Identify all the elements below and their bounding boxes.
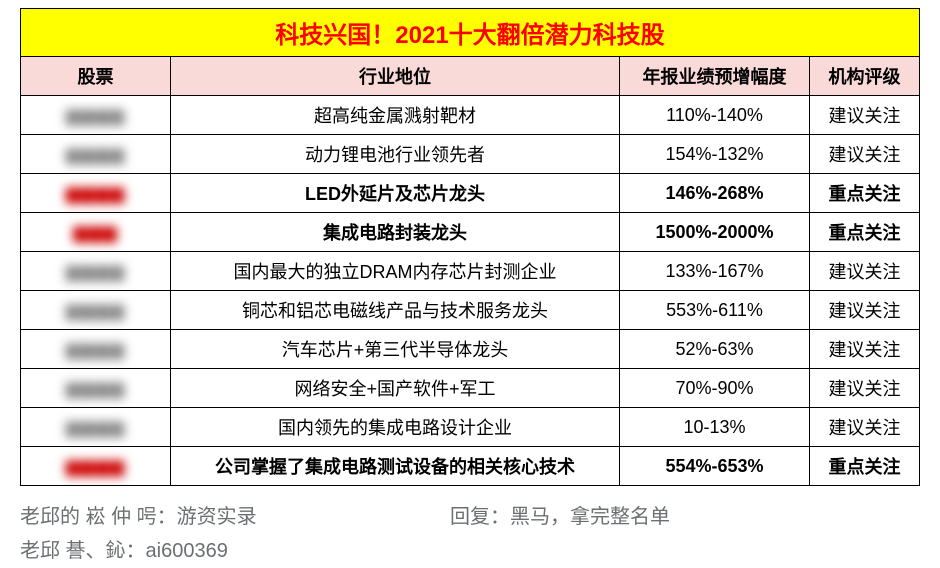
table-row: ▆▆▆▆ 国内领先的集成电路设计企业10-13%建议关注 <box>21 408 920 447</box>
table-row: ▆▆▆▆ 铜芯和铝芯电磁线产品与技术服务龙头553%-611%建议关注 <box>21 291 920 330</box>
stock-cell: ▆▆▆▆ <box>21 330 171 369</box>
stock-cell: ▆▆▆▆ <box>21 135 171 174</box>
growth-cell: 553%-611% <box>619 291 809 330</box>
footer-line1-right: 回复：黑马，拿完整名单 <box>450 500 670 534</box>
stock-cell: ▆▆▆▆ <box>21 369 171 408</box>
stock-name-blurred: ▆▆▆▆ <box>66 339 125 360</box>
stock-cell: ▆▆▆▆ <box>21 291 171 330</box>
industry-cell: 集成电路封装龙头 <box>171 213 620 252</box>
rating-cell: 建议关注 <box>809 291 919 330</box>
growth-cell: 1500%-2000% <box>619 213 809 252</box>
header-row: 股票 行业地位 年报业绩预增幅度 机构评级 <box>21 57 920 96</box>
growth-cell: 10-13% <box>619 408 809 447</box>
stock-table: 科技兴国！2021十大翻倍潜力科技股 股票 行业地位 年报业绩预增幅度 机构评级… <box>20 8 920 486</box>
footer-line2: 老邱 諅、鈊：ai600369 <box>20 534 920 568</box>
industry-cell: 汽车芯片+第三代半导体龙头 <box>171 330 620 369</box>
footer-line1-left: 老邱的 崧 仲 呺：游资实录 <box>20 500 450 534</box>
table-title: 科技兴国！2021十大翻倍潜力科技股 <box>21 9 920 57</box>
industry-cell: 网络安全+国产软件+军工 <box>171 369 620 408</box>
header-rating: 机构评级 <box>809 57 919 96</box>
header-growth: 年报业绩预增幅度 <box>619 57 809 96</box>
rating-cell: 建议关注 <box>809 135 919 174</box>
stock-name-blurred: ▆▆▆▆ <box>66 456 125 477</box>
table-row: ▆▆▆▆ 公司掌握了集成电路测试设备的相关核心技术554%-653%重点关注 <box>21 447 920 486</box>
stock-name-blurred: ▆▆▆▆ <box>66 105 125 126</box>
rating-cell: 建议关注 <box>809 369 919 408</box>
table-row: ▆▆▆▆ 汽车芯片+第三代半导体龙头52%-63%建议关注 <box>21 330 920 369</box>
title-row: 科技兴国！2021十大翻倍潜力科技股 <box>21 9 920 57</box>
growth-cell: 52%-63% <box>619 330 809 369</box>
rating-cell: 建议关注 <box>809 96 919 135</box>
header-industry: 行业地位 <box>171 57 620 96</box>
stock-name-blurred: ▆▆▆▆ <box>66 300 125 321</box>
stock-table-container: 科技兴国！2021十大翻倍潜力科技股 股票 行业地位 年报业绩预增幅度 机构评级… <box>20 8 920 486</box>
table-row: ▆▆▆▆ 国内最大的独立DRAM内存芯片封测企业133%-167%建议关注 <box>21 252 920 291</box>
stock-name-blurred: ▆▆▆▆ <box>66 417 125 438</box>
rating-cell: 建议关注 <box>809 252 919 291</box>
growth-cell: 133%-167% <box>619 252 809 291</box>
stock-cell: ▆▆▆▆ <box>21 96 171 135</box>
rating-cell: 重点关注 <box>809 447 919 486</box>
industry-cell: 国内领先的集成电路设计企业 <box>171 408 620 447</box>
industry-cell: 超高纯金属溅射靶材 <box>171 96 620 135</box>
stock-name-blurred: ▆▆▆▆ <box>66 144 125 165</box>
table-row: ▆▆▆▆ 超高纯金属溅射靶材110%-140%建议关注 <box>21 96 920 135</box>
growth-cell: 146%-268% <box>619 174 809 213</box>
rating-cell: 建议关注 <box>809 408 919 447</box>
stock-cell: ▆▆▆▆ <box>21 408 171 447</box>
stock-name-blurred: ▆▆▆▆ <box>66 378 125 399</box>
stock-cell: ▆▆▆▆ <box>21 252 171 291</box>
header-stock: 股票 <box>21 57 171 96</box>
stock-name-blurred: ▆▆▆▆ <box>66 183 125 204</box>
stock-cell: ▆▆▆ <box>21 213 171 252</box>
rating-cell: 重点关注 <box>809 174 919 213</box>
industry-cell: 国内最大的独立DRAM内存芯片封测企业 <box>171 252 620 291</box>
footer: 老邱的 崧 仲 呺：游资实录 回复：黑马，拿完整名单 老邱 諅、鈊：ai6003… <box>20 500 920 568</box>
stock-name-blurred: ▆▆▆ <box>73 222 118 243</box>
table-row: ▆▆▆▆ 网络安全+国产软件+军工70%-90%建议关注 <box>21 369 920 408</box>
stock-cell: ▆▆▆▆ <box>21 174 171 213</box>
growth-cell: 154%-132% <box>619 135 809 174</box>
growth-cell: 554%-653% <box>619 447 809 486</box>
rating-cell: 建议关注 <box>809 330 919 369</box>
industry-cell: 铜芯和铝芯电磁线产品与技术服务龙头 <box>171 291 620 330</box>
industry-cell: 动力锂电池行业领先者 <box>171 135 620 174</box>
growth-cell: 110%-140% <box>619 96 809 135</box>
table-row: ▆▆▆▆ LED外延片及芯片龙头146%-268%重点关注 <box>21 174 920 213</box>
industry-cell: 公司掌握了集成电路测试设备的相关核心技术 <box>171 447 620 486</box>
table-row: ▆▆▆ 集成电路封装龙头1500%-2000%重点关注 <box>21 213 920 252</box>
stock-cell: ▆▆▆▆ <box>21 447 171 486</box>
growth-cell: 70%-90% <box>619 369 809 408</box>
table-row: ▆▆▆▆ 动力锂电池行业领先者154%-132%建议关注 <box>21 135 920 174</box>
industry-cell: LED外延片及芯片龙头 <box>171 174 620 213</box>
stock-name-blurred: ▆▆▆▆ <box>66 261 125 282</box>
rating-cell: 重点关注 <box>809 213 919 252</box>
